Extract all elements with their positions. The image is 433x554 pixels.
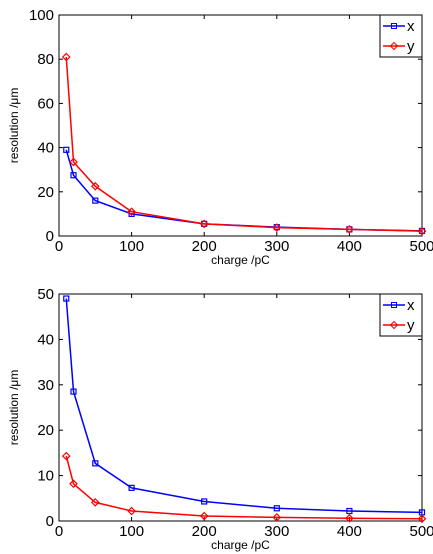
y-tick-label: 10 <box>37 468 54 485</box>
legend-label-y: y <box>407 38 415 55</box>
data-point-x <box>63 146 70 153</box>
data-point-x <box>346 507 353 515</box>
data-point-y <box>272 223 282 232</box>
x-tick-label: 400 <box>337 238 362 255</box>
data-point-x <box>63 295 70 302</box>
data-point-y <box>199 219 209 229</box>
y-axis-label: resolution /μm <box>7 370 21 446</box>
data-point-y <box>127 207 136 217</box>
x-tick-label: 100 <box>119 238 144 255</box>
data-point-x <box>128 484 135 491</box>
data-point-x <box>273 505 280 512</box>
data-point-y <box>417 226 427 236</box>
y-tick-label: 100 <box>29 7 54 24</box>
y-tick-label: 60 <box>37 95 54 112</box>
y-tick-label: 80 <box>37 51 54 68</box>
y-tick-label: 0 <box>46 228 54 245</box>
data-point-y <box>272 513 282 522</box>
series-line-y <box>65 455 423 520</box>
data-point-y <box>61 52 71 62</box>
data-point-x <box>92 197 99 204</box>
x-tick-label: 200 <box>192 238 217 255</box>
x-tick-label: 300 <box>264 523 289 540</box>
data-point-x <box>92 460 99 467</box>
y-axis-label: resolution /μm <box>7 88 21 164</box>
x-tick-label: 500 <box>409 523 433 540</box>
data-point-x <box>70 388 77 395</box>
legend-marker-x <box>391 302 397 308</box>
x-tick-label: 300 <box>264 238 289 255</box>
series-line-x <box>65 298 423 514</box>
data-point-y <box>61 451 71 461</box>
y-tick-label: 50 <box>37 286 54 303</box>
data-point-x <box>70 172 77 179</box>
x-tick-label: 0 <box>55 523 63 540</box>
data-point-y <box>345 513 354 523</box>
data-point-y <box>90 498 100 507</box>
data-point-x <box>201 498 208 505</box>
y-tick-label: 30 <box>37 377 54 394</box>
x-tick-label: 0 <box>55 238 63 255</box>
plot-frame <box>58 293 423 522</box>
data-point-y <box>127 506 136 516</box>
series-line-y <box>65 56 423 232</box>
data-point-y <box>90 181 100 191</box>
data-point-y <box>199 511 209 521</box>
data-point-y <box>69 479 78 489</box>
legend-label-y: y <box>407 317 415 334</box>
plot-frame <box>58 14 423 237</box>
x-tick-label: 500 <box>409 238 433 255</box>
y-tick-label: 40 <box>37 140 54 157</box>
y-tick-label: 40 <box>37 331 54 348</box>
y-tick-label: 0 <box>46 513 54 530</box>
legend-label-x: x <box>407 18 415 35</box>
legend-box <box>379 14 423 58</box>
legend-marker-y <box>389 41 399 51</box>
series-line-x <box>65 149 423 232</box>
data-point-y <box>345 225 354 234</box>
x-tick-label: 400 <box>337 523 362 540</box>
chart-1: 0 100 200 300 400 500 0 20 40 60 80 100 charge /pC re… <box>7 7 433 267</box>
x-tick-label: 200 <box>192 523 217 540</box>
y-tick-label: 20 <box>37 184 54 201</box>
x-tick-label: 100 <box>119 523 144 540</box>
x-axis-label: charge /pC <box>211 538 270 552</box>
chart-2: 0 100 200 300 400 500 0 10 20 30 40 50 charge /pC res… <box>7 286 433 552</box>
y-tick-label: 20 <box>37 422 54 439</box>
data-point-y <box>69 157 78 167</box>
x-axis-label: charge /pC <box>211 253 270 267</box>
legend-box <box>379 293 423 337</box>
legend-marker-y <box>389 320 399 330</box>
data-point-y <box>417 514 427 524</box>
legend-label-x: x <box>407 297 415 314</box>
legend-marker-x <box>391 23 397 29</box>
